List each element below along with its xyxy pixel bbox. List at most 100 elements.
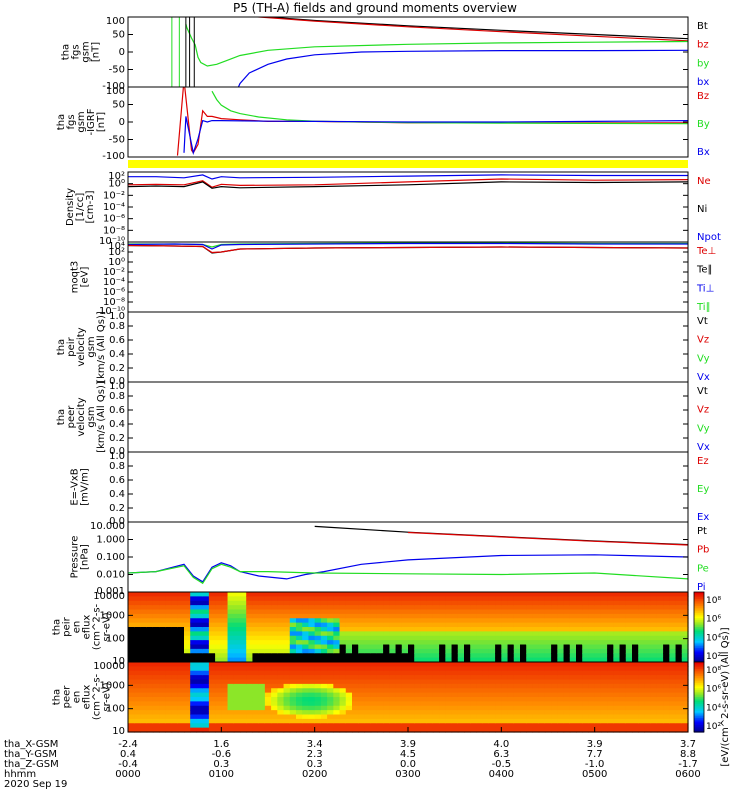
spectrogram-cell [507,635,515,641]
spectrogram-cell [470,613,478,619]
y-axis-label: [km/s (All Qs)] [96,311,107,383]
spectrogram-cell [464,710,471,716]
x-tick-label: -1.0 [585,759,605,770]
spectrogram-cell [345,618,353,624]
spectrogram-cell [495,718,502,724]
spectrogram-cell [420,605,428,611]
spectrogram-cell [594,648,602,654]
spectrogram-cell [202,718,210,724]
spectrogram-cell [233,640,241,646]
spectrogram-cell [227,609,235,615]
spectrogram-cell [451,705,459,711]
spectrogram-cell [526,723,534,729]
spectrogram-cell [426,605,434,611]
spectrogram-cell [333,714,341,720]
spectrogram-cell [165,666,173,672]
spectrogram-cell [159,705,166,711]
spectrogram-cell [258,714,266,720]
spectrogram-cell [184,670,191,676]
spectrogram-cell [650,605,658,611]
spectrogram-cell [563,627,571,632]
spectrogram-cell [264,609,272,615]
spectrogram-cell [526,609,534,615]
spectrogram-cell [551,600,558,606]
spectrogram-cell [482,662,490,667]
spectrogram-cell [557,679,565,685]
spectrogram-cell [264,701,272,707]
y-tick-label: 10⁻¹⁰ [99,306,125,317]
spectrogram-cell [333,692,341,698]
spectrogram-cell [632,701,639,707]
spectrogram-cell [476,714,484,720]
spectrogram-cell [551,618,558,624]
spectrogram-cell [184,679,191,685]
spectrogram-cell [264,592,272,597]
spectrogram-cell [432,657,440,663]
spectrogram-cell [196,670,204,676]
spectrogram-cell [414,644,422,650]
spectrogram-cell [277,675,285,681]
spectrogram-cell [302,648,310,654]
spectrogram-cell [240,705,247,711]
spectrogram-cell [395,640,403,646]
spectrogram-cell [507,648,515,654]
spectrogram-cell [464,705,471,711]
spectrogram-cell [246,613,254,619]
spectrogram-cell [190,609,198,615]
y-tick-label: 10 [112,656,125,667]
spectrogram-cell [544,605,552,611]
spectrogram-cell [445,640,453,646]
spectrogram-cell [582,657,590,663]
spectrogram-cell [638,688,646,694]
spectrogram-cell [221,688,229,694]
spectrogram-cell [401,701,409,707]
spectrogram-cell [277,710,285,716]
spectrogram-cell [159,714,166,720]
spectrogram-cell [532,705,540,711]
spectrogram-cell [569,618,577,624]
y-tick-label: 10⁻⁴ [103,277,125,288]
spectrogram-cell [445,613,453,619]
spectrogram-cell [289,627,297,632]
colorbar-swatch [694,714,704,717]
spectrogram-cell [283,592,291,597]
colorbar-swatch [694,658,704,661]
spectrogram-cell [470,714,478,720]
spectrogram-cell [582,675,590,681]
spectrogram-cell [663,631,670,637]
spectrogram-cell [476,657,484,663]
spectrogram-cell [563,653,571,659]
spectrogram-cell [476,670,484,676]
spectrogram-cell [619,635,627,641]
spectrogram-cell [345,631,353,637]
spectrogram-cell [432,631,440,637]
spectrogram-cell [488,666,496,672]
spectrogram-cell [302,679,310,685]
spectrogram-cell [283,692,291,698]
spectrogram-cell [345,648,353,654]
spectrogram-cell [152,600,160,606]
spectrogram-cell [669,640,677,646]
spectrogram-cell [190,618,198,624]
spectrogram-cell [482,627,490,632]
spectrogram-cell [663,705,670,711]
spectrogram-cell [302,675,310,681]
spectrogram-cell [128,675,135,681]
spectrogram-cell [277,683,285,689]
spectrogram-cell [190,683,198,689]
spectrogram-cell [557,662,565,667]
series-Pb-line [407,531,688,546]
spectrogram-cell [383,710,390,716]
spectrogram-cell [196,705,204,711]
spectrogram-cell [208,714,216,720]
spectrogram-cell [320,596,328,602]
spectrogram-cell [432,640,440,646]
spectrogram-cell [196,710,204,716]
spectrogram-cell [159,683,166,689]
spectrogram-cell [271,609,278,615]
spectrogram-cell [520,718,527,724]
colorbar-swatch [694,681,704,684]
spectrogram-cell [352,596,359,602]
spectrogram-cell [202,714,210,720]
spectrogram-cell [370,675,378,681]
